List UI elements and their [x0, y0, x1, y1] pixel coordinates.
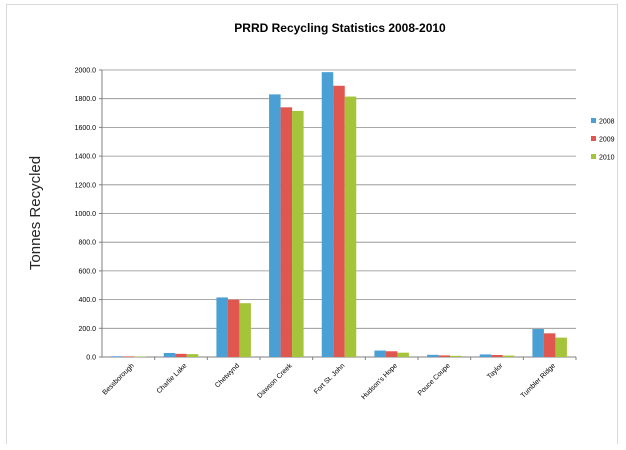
bar-2009	[122, 356, 135, 357]
bar-2008	[321, 72, 334, 357]
x-tick-label: Chetwynd	[214, 362, 241, 389]
y-tick-label: 2000.0	[75, 68, 97, 75]
bar-2010	[239, 303, 251, 357]
x-tick-label: Dawson Creek	[256, 362, 294, 400]
y-tick-label: 1400.0	[75, 154, 97, 161]
bar-2009	[385, 351, 398, 357]
bar-2008	[374, 350, 386, 357]
x-tick-label: Pouce Coupe	[417, 362, 452, 397]
bar-2009	[175, 353, 187, 357]
x-tick-label: Tumbler Ridge	[520, 362, 557, 399]
y-tick-label: 0.0	[86, 355, 96, 362]
bar-2010	[502, 355, 515, 357]
y-axis-ticks: 0.0 200.0 400.0 600.0 800.0 1000.0 1200.0 1400.…	[75, 68, 103, 362]
bars-group	[111, 72, 567, 358]
chart-title: PRRD Recycling Statistics 2008-2010	[234, 21, 446, 35]
legend-swatch	[591, 118, 596, 123]
y-tick-label: 400.0	[78, 297, 96, 304]
bar-2008	[532, 329, 544, 357]
legend-label: 2010	[599, 155, 615, 162]
x-tick-label: Taylor	[486, 362, 505, 381]
x-tick-label: Hudson's Hope	[360, 362, 399, 401]
x-axis-ticks: Bessborough Charlie Lake Chetwynd Dawson Cr…	[102, 357, 577, 401]
y-tick-label: 200.0	[78, 326, 96, 333]
bar-2009	[227, 299, 240, 357]
legend-label: 2008	[599, 119, 615, 126]
y-tick-label: 800.0	[78, 240, 96, 247]
legend: 2008 2009 2010	[591, 118, 615, 162]
bar-2009	[543, 333, 556, 357]
bar-2010	[344, 96, 357, 358]
y-tick-label: 1200.0	[75, 182, 97, 189]
bar-2008	[269, 94, 281, 358]
bar-2009	[438, 355, 451, 357]
y-tick-label: 1800.0	[75, 96, 97, 103]
bar-2008	[427, 354, 439, 357]
bar-2008	[163, 352, 176, 357]
legend-swatch	[591, 154, 596, 159]
legend-swatch	[591, 136, 596, 141]
x-tick-label: Charlie Lake	[156, 362, 189, 395]
bar-2008	[216, 297, 228, 357]
bar-2009	[280, 107, 293, 357]
bar-2009	[491, 354, 503, 357]
bar-2008	[111, 356, 123, 357]
bar-2010	[450, 355, 462, 357]
bar-2008	[479, 354, 492, 357]
bar-2010	[134, 356, 146, 358]
x-tick-label: Bessborough	[102, 362, 136, 396]
y-tick-label: 600.0	[78, 268, 96, 275]
y-tick-label: 1600.0	[75, 125, 97, 132]
bar-2010	[555, 337, 567, 357]
bar-2010	[397, 352, 409, 357]
y-tick-label: 1000.0	[75, 211, 97, 218]
x-tick-label: Fort St. John	[313, 362, 346, 395]
bar-2010	[292, 110, 304, 358]
y-axis-label: Tonnes Recycled	[27, 156, 44, 270]
legend-label: 2009	[599, 137, 615, 144]
bar-2009	[333, 85, 345, 357]
bar-2010	[186, 354, 199, 357]
chart-frame	[6, 4, 618, 444]
